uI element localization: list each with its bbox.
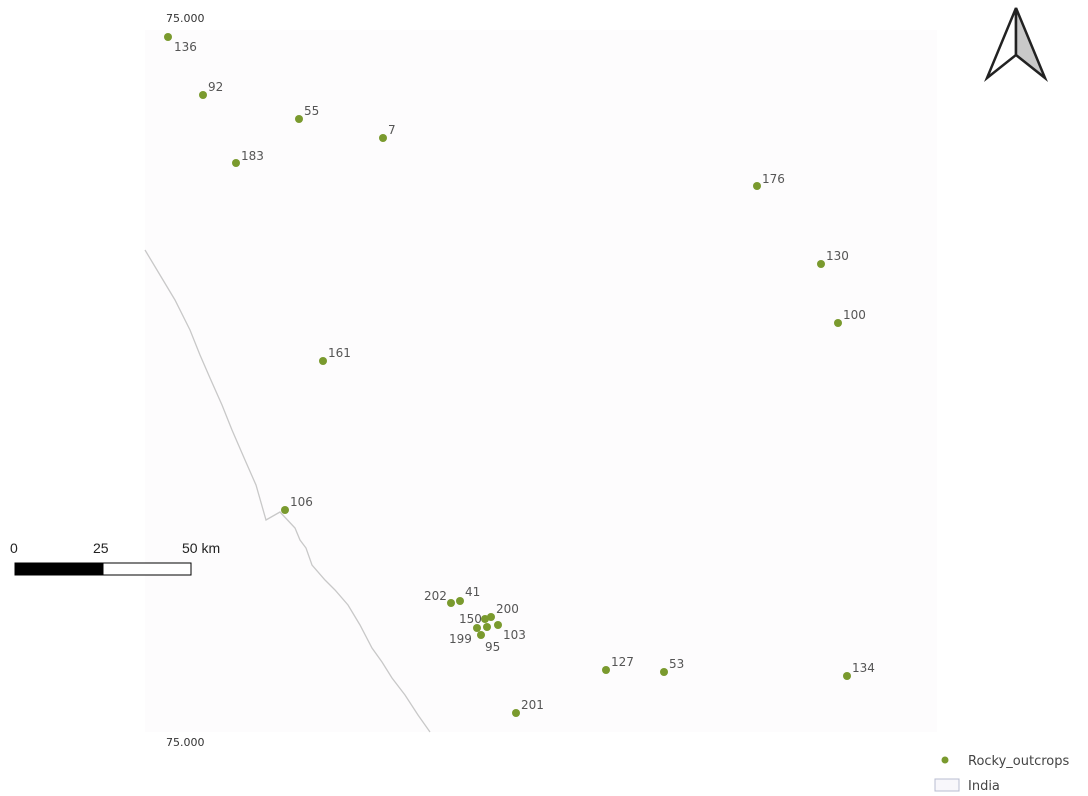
- outcrop-point[interactable]: 183: [232, 149, 264, 167]
- outcrop-point[interactable]: 161: [319, 346, 351, 365]
- svg-text:41: 41: [465, 585, 480, 599]
- svg-text:7: 7: [388, 123, 396, 137]
- legend-item-india: India: [934, 778, 1000, 794]
- outcrop-point[interactable]: 41: [456, 585, 480, 605]
- legend-item-rocky-outcrops: Rocky_outcrops: [941, 754, 1070, 769]
- svg-text:202: 202: [424, 589, 447, 603]
- scale-segment-empty: [102, 562, 192, 576]
- outcrop-point[interactable]: 100: [834, 308, 866, 327]
- outcrop-point[interactable]: 201: [512, 698, 544, 717]
- svg-text:176: 176: [762, 172, 785, 186]
- scale-tick-25: 25: [93, 540, 109, 556]
- svg-text:183: 183: [241, 149, 264, 163]
- coastline: [144, 249, 431, 733]
- rocky-outcrops-layer: 136 92 55 7 183 176 130 100 161 106 202 …: [164, 33, 875, 717]
- legend: Rocky_outcrops India: [934, 754, 1070, 794]
- outcrop-point[interactable]: 127: [602, 655, 634, 674]
- svg-text:53: 53: [669, 657, 684, 671]
- map-extent: [145, 30, 937, 732]
- svg-text:130: 130: [826, 249, 849, 263]
- svg-text:201: 201: [521, 698, 544, 712]
- scale-tick-50: 50 km: [182, 540, 220, 556]
- outcrop-point[interactable]: 53: [660, 657, 684, 676]
- svg-text:106: 106: [290, 495, 313, 509]
- outcrop-point[interactable]: 199: [449, 624, 481, 646]
- outcrop-point[interactable]: 106: [281, 495, 313, 514]
- svg-text:161: 161: [328, 346, 351, 360]
- outcrop-point[interactable]: 136: [164, 33, 197, 54]
- outcrop-point[interactable]: [483, 623, 491, 631]
- grid-label-top: 75.000: [166, 12, 205, 25]
- outcrop-point[interactable]: 7: [379, 123, 396, 142]
- svg-text:150: 150: [459, 612, 482, 626]
- outcrop-point[interactable]: 130: [817, 249, 849, 268]
- svg-text:103: 103: [503, 628, 526, 642]
- scale-segment-filled: [14, 562, 104, 576]
- outcrop-point[interactable]: 55: [295, 104, 319, 123]
- outcrop-point[interactable]: 95: [477, 631, 500, 654]
- outcrop-point[interactable]: 176: [753, 172, 785, 190]
- svg-text:India: India: [968, 779, 1000, 794]
- scale-tick-0: 0: [10, 540, 18, 556]
- svg-text:127: 127: [611, 655, 634, 669]
- outcrop-point[interactable]: 134: [843, 661, 875, 680]
- outcrop-point[interactable]: 92: [199, 80, 223, 99]
- north-arrow-icon: [984, 7, 1048, 82]
- svg-text:55: 55: [304, 104, 319, 118]
- svg-text:134: 134: [852, 661, 875, 675]
- svg-text:100: 100: [843, 308, 866, 322]
- svg-text:199: 199: [449, 632, 472, 646]
- outcrop-point[interactable]: 103: [494, 621, 526, 642]
- scale-bar: 0 25 50 km: [10, 540, 220, 576]
- grid-label-bottom: 75.000: [166, 736, 205, 749]
- svg-text:92: 92: [208, 80, 223, 94]
- outcrop-point[interactable]: 202: [424, 589, 455, 607]
- svg-text:Rocky_outcrops: Rocky_outcrops: [968, 754, 1070, 769]
- svg-text:136: 136: [174, 40, 197, 54]
- svg-text:95: 95: [485, 640, 500, 654]
- outcrop-point[interactable]: 150: [459, 612, 489, 626]
- svg-text:200: 200: [496, 602, 519, 616]
